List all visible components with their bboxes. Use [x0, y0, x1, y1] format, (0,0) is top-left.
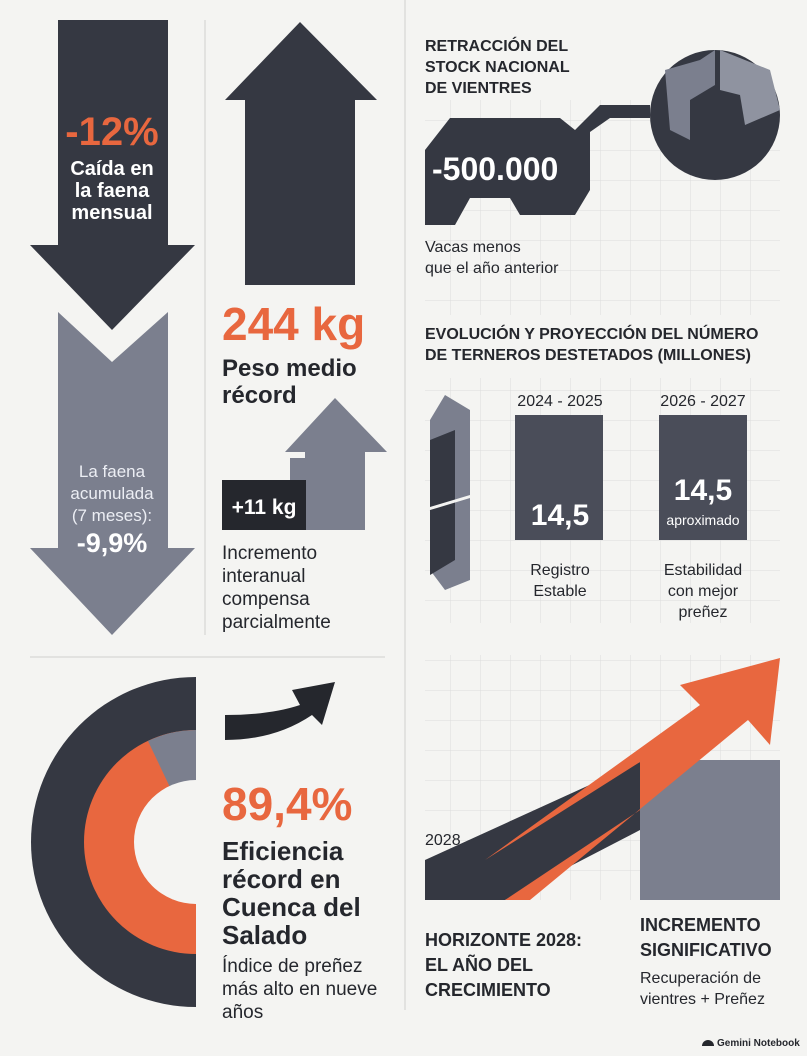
period-box [515, 415, 603, 540]
efficiency-label: Salado [222, 920, 307, 950]
stock-title: DE VIENTRES [425, 80, 532, 97]
period-note: preñez [679, 604, 728, 621]
period-value: 14,5 [531, 499, 589, 532]
donut-hole [134, 780, 196, 904]
efficiency-note: más alto en nueve [222, 979, 377, 1000]
weight-value: 244 kg [222, 298, 365, 350]
faena-label: mensual [71, 202, 152, 224]
curved-arrow [225, 682, 335, 740]
donut [31, 677, 196, 1007]
weight-note: compensa [222, 589, 310, 610]
deco [424, 493, 476, 512]
weight-note: interanual [222, 566, 305, 587]
increase-title: SIGNIFICATIVO [640, 940, 772, 960]
increase-box [222, 480, 306, 530]
growth-arrow [485, 658, 780, 900]
horizon-title: EL AÑO DEL [425, 954, 533, 975]
globe-piece [665, 50, 715, 140]
efficiency-label: récord en [222, 864, 341, 894]
period-value: 14,5 [674, 474, 732, 507]
accumulated-label: acumulada [70, 484, 154, 503]
accumulated-label: (7 meses): [72, 506, 152, 525]
horizon-title: HORIZONTE 2028: [425, 930, 582, 950]
efficiency-note: Índice de preñez [222, 956, 363, 977]
weight-label: Peso medio [222, 355, 357, 382]
period-label: 2026 - 2027 [660, 393, 746, 410]
up-arrow [225, 22, 377, 285]
period-note: Estable [533, 583, 586, 600]
faena-label: Caída en [70, 158, 153, 180]
period-box [659, 415, 747, 540]
weight-note: Incremento [222, 543, 317, 564]
stock-value: -500.000 [432, 151, 558, 187]
increase-title: INCREMENTO [640, 915, 761, 935]
weight-label: récord [222, 382, 297, 409]
period-note: Estabilidad [664, 562, 742, 579]
weight-note: parcialmente [222, 612, 331, 633]
calves-title: DE TERNEROS DESTETADOS (MILLONES) [425, 347, 751, 364]
efficiency-label: Cuenca del [222, 892, 361, 922]
small-up-arrow [285, 398, 387, 530]
cow-shape [425, 105, 650, 225]
horizon-year: 2028 [425, 832, 461, 849]
stock-note: Vacas menos [425, 239, 521, 256]
period-note: Registro [530, 562, 590, 579]
horizon-title: CRECIMIENTO [425, 980, 551, 1000]
stock-title: RETRACCIÓN DEL [425, 36, 568, 55]
faena-value: -12% [65, 110, 158, 154]
down-arrow-gray [30, 312, 195, 635]
period-label: 2024 - 2025 [517, 393, 603, 410]
period-note: con mejor [668, 583, 739, 600]
efficiency-label: Eficiencia [222, 836, 344, 866]
deco [430, 430, 455, 575]
dark-band [425, 762, 640, 900]
accumulated-label: La faena [79, 462, 146, 481]
efficiency-note: años [222, 1002, 263, 1023]
increase-value: +11 kg [232, 496, 297, 519]
stock-title: STOCK NACIONAL [425, 59, 570, 76]
faena-label: la faena [75, 180, 150, 202]
increase-note: Recuperación de [640, 970, 761, 987]
increase-note: vientres + Preñez [640, 991, 765, 1008]
footer: Gemini Notebook [717, 1038, 800, 1049]
period-qualifier: aproximado [666, 512, 739, 528]
efficiency-value: 89,4% [222, 778, 352, 830]
footer-icon [702, 1040, 714, 1046]
stock-note: que el año anterior [425, 260, 559, 277]
globe-piece [720, 50, 780, 125]
down-arrow [30, 20, 195, 330]
calves-title: EVOLUCIÓN Y PROYECCIÓN DEL NÚMERO [425, 324, 758, 343]
accumulated-value: -9,9% [77, 528, 148, 558]
